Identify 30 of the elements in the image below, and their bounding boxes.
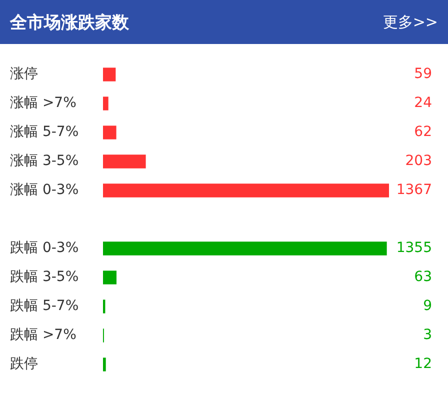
bar (103, 154, 146, 168)
data-label: 59 (414, 66, 432, 82)
data-label: 3 (423, 327, 432, 344)
y-tick-label: 跌停 (10, 356, 38, 372)
y-tick-label: 跌幅 >7% (10, 327, 76, 344)
bar (103, 242, 387, 256)
bar (103, 270, 117, 284)
y-tick-label: 涨停 (10, 66, 38, 82)
data-label: 9 (423, 298, 432, 314)
y-tick-label: 涨幅 3-5% (10, 153, 79, 170)
data-label: 24 (414, 95, 432, 112)
data-label: 1367 (396, 182, 432, 198)
bar (103, 68, 116, 82)
y-tick-label: 跌幅 0-3% (10, 240, 79, 256)
bar (103, 358, 106, 372)
y-tick-label: 跌幅 5-7% (10, 298, 79, 314)
data-label: 62 (414, 124, 432, 140)
y-tick-label: 涨幅 5-7% (10, 124, 79, 140)
chart-title: 全市场涨跌家数 (10, 12, 129, 34)
data-label: 1355 (396, 240, 432, 256)
data-label: 203 (405, 153, 432, 170)
data-label: 63 (414, 269, 432, 286)
y-tick-label: 跌幅 3-5% (10, 269, 79, 286)
text: 更多>> (382, 12, 438, 32)
bar (103, 96, 108, 110)
data-label: 12 (414, 356, 432, 372)
bar (103, 126, 116, 140)
y-tick-label: 涨幅 0-3% (10, 182, 79, 198)
bar (103, 184, 389, 198)
y-tick-label: 涨幅 >7% (10, 95, 76, 112)
